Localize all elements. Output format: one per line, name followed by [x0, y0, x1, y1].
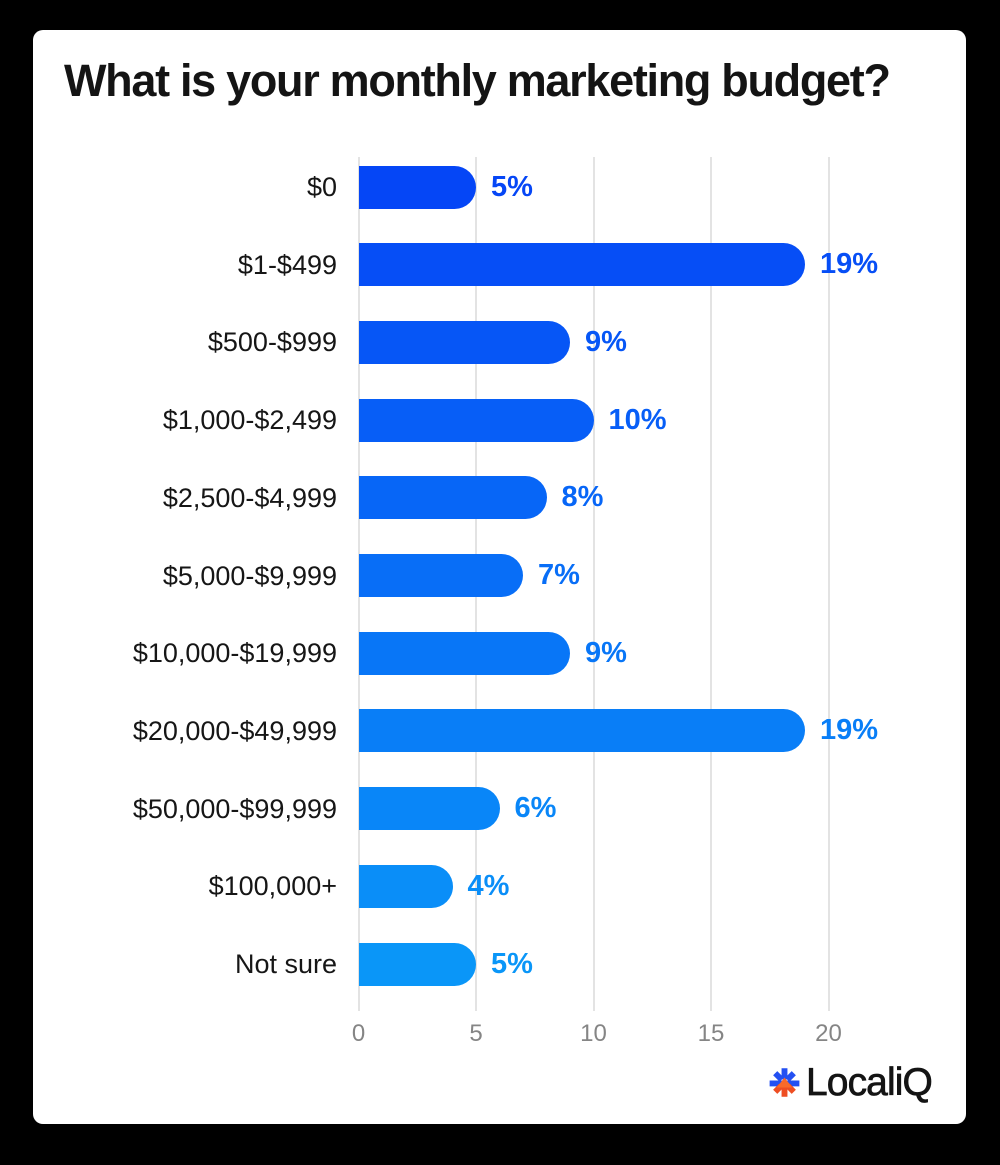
brand-logo: LocaliQ — [769, 1061, 934, 1104]
gridline-x-15 — [710, 157, 712, 1011]
chart-title: What is your monthly marketing budget? — [64, 55, 891, 106]
category-label: $10,000-$19,999 — [132, 638, 337, 669]
value-label: 7% — [538, 559, 580, 591]
bar-$100,000+ — [358, 864, 453, 908]
bar-$2,500-$4,999 — [358, 476, 547, 520]
bar-$10,000-$19,999 — [358, 631, 570, 675]
value-label: 19% — [820, 714, 879, 747]
category-label: $20,000-$49,999 — [132, 715, 337, 746]
bar-$50,000-$99,999 — [358, 787, 500, 831]
bar-Not sure — [358, 942, 476, 986]
category-label: $50,000-$99,999 — [132, 793, 337, 824]
x-tick-label: 15 — [697, 1020, 725, 1047]
category-label: $1,000-$2,499 — [162, 405, 337, 436]
x-tick-label: 5 — [469, 1020, 483, 1047]
bar-$5,000-$9,999 — [358, 554, 523, 597]
chart-card: What is your monthly marketing budget? 0… — [33, 30, 966, 1124]
value-label: 8% — [561, 481, 604, 514]
category-label: $1-$499 — [237, 249, 337, 280]
category-label: $2,500-$4,999 — [162, 482, 337, 513]
category-label: $0 — [306, 172, 337, 202]
bar-$500-$999 — [358, 320, 570, 364]
value-label: 4% — [467, 869, 510, 902]
bar-$1,000-$2,499 — [358, 398, 594, 442]
x-tick-label: 10 — [580, 1020, 607, 1047]
gridline-x-20 — [827, 157, 830, 1011]
value-label: 9% — [585, 325, 627, 358]
category-label: $500-$999 — [207, 327, 337, 358]
gridline-x-10 — [592, 157, 595, 1011]
x-tick-label: 0 — [351, 1020, 366, 1047]
category-label: $100,000+ — [208, 871, 337, 902]
bar-$1-$499 — [358, 243, 805, 287]
bar-chart: 0 5 10 15 20 $0 5% $1-$499 19% $500-$999 9% $1,000-… — [33, 30, 966, 1124]
value-label: 10% — [608, 403, 667, 436]
value-label: 6% — [514, 792, 557, 825]
value-label: 9% — [585, 636, 627, 669]
value-label: 5% — [491, 170, 533, 203]
bar-$0 — [358, 165, 476, 209]
brand-name: LocaliQ — [806, 1061, 934, 1104]
category-label: $5,000-$9,999 — [162, 560, 337, 591]
bar-$20,000-$49,999 — [358, 709, 805, 753]
category-label: Not sure — [234, 949, 337, 979]
value-label: 5% — [491, 947, 533, 980]
x-tick-label: 20 — [815, 1020, 842, 1047]
localiq-asterisk-icon — [769, 1068, 800, 1097]
value-label: 19% — [820, 248, 879, 281]
